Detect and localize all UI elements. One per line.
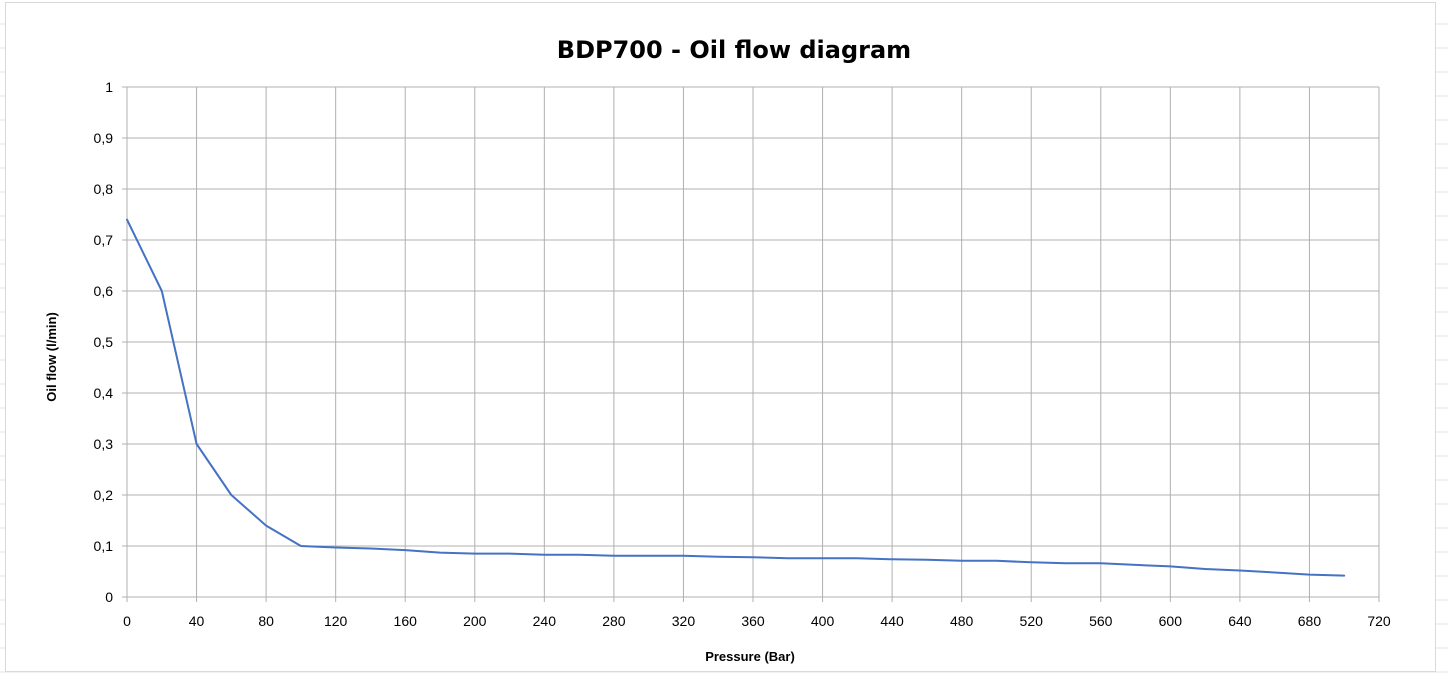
x-tick-label: 680 xyxy=(1298,613,1322,629)
x-tick-label: 120 xyxy=(324,613,348,629)
y-axis-ticks: 0 0,1 0,2 0,3 0,4 0,5 0,6 0,7 0,8 0,9 1 xyxy=(94,79,114,605)
chart-title: BDP700 - Oil flow diagram xyxy=(557,36,911,64)
x-tick-label: 160 xyxy=(394,613,418,629)
x-tick-label: 480 xyxy=(950,613,974,629)
x-axis-ticks: 0 40 80 120 160 200 240 280 320 360 400 440 480 520 56… xyxy=(123,613,1391,629)
x-tick-label: 720 xyxy=(1367,613,1391,629)
x-tick-label: 320 xyxy=(672,613,696,629)
y-axis-label: Oil flow (l/min) xyxy=(44,312,59,402)
y-tick-label: 0,2 xyxy=(94,487,114,503)
x-tick-label: 360 xyxy=(741,613,765,629)
x-tick-label: 280 xyxy=(602,613,626,629)
y-tick-label: 0,6 xyxy=(94,283,114,299)
x-tick-label: 600 xyxy=(1159,613,1183,629)
gridlines xyxy=(122,86,1380,602)
x-tick-label: 0 xyxy=(123,613,131,629)
y-tick-label: 0,5 xyxy=(94,334,114,350)
x-tick-label: 40 xyxy=(189,613,205,629)
x-tick-label: 640 xyxy=(1228,613,1252,629)
y-tick-label: 0 xyxy=(105,589,113,605)
series-group xyxy=(126,218,1346,577)
x-tick-label: 200 xyxy=(463,613,487,629)
y-tick-label: 0,9 xyxy=(94,130,114,146)
y-tick-label: 0,1 xyxy=(94,538,114,554)
x-tick-label: 400 xyxy=(811,613,835,629)
y-tick-label: 0,4 xyxy=(94,385,114,401)
x-tick-label: 440 xyxy=(880,613,904,629)
y-tick-label: 0,7 xyxy=(94,232,114,248)
y-tick-label: 0,3 xyxy=(94,436,114,452)
x-tick-label: 520 xyxy=(1020,613,1044,629)
x-tick-label: 80 xyxy=(258,613,274,629)
x-tick-label: 560 xyxy=(1089,613,1113,629)
series-line-oil-flow xyxy=(126,218,1346,577)
y-tick-label: 0,8 xyxy=(94,181,114,197)
y-tick-label: 1 xyxy=(105,79,113,95)
x-tick-label: 240 xyxy=(533,613,557,629)
x-axis-label: Pressure (Bar) xyxy=(705,649,795,664)
chart-area[interactable] xyxy=(5,2,1436,672)
